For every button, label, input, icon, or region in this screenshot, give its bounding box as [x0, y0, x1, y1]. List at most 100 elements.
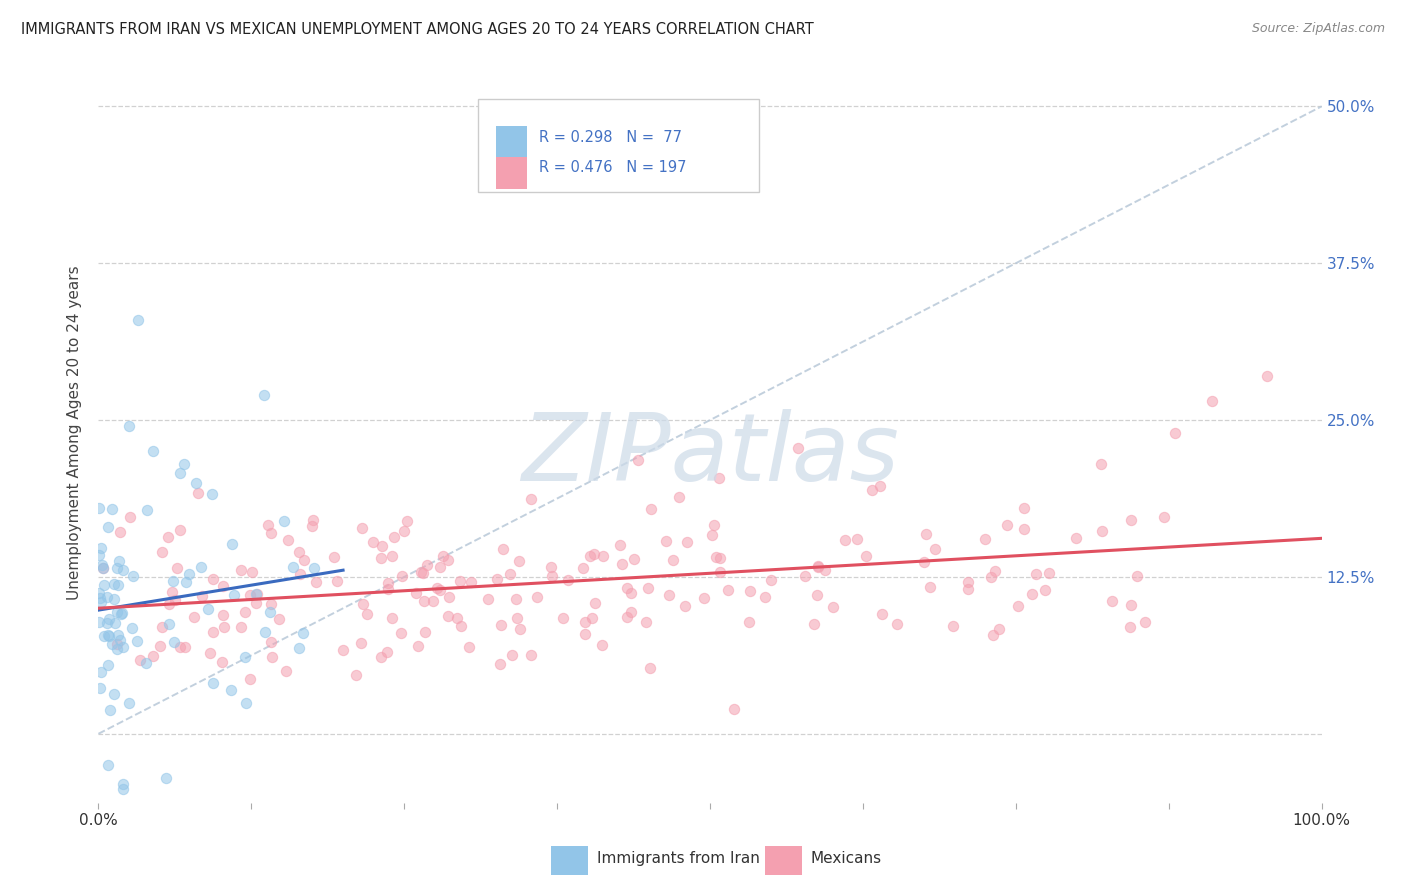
Point: [90, 594, 112, 608]
Point: [610, 558, 633, 572]
Point: [90, 541, 112, 555]
Point: [91, 561, 114, 575]
Point: [107, 637, 129, 651]
Point: [920, 580, 942, 594]
Point: [162, 584, 184, 599]
Point: [413, 625, 436, 640]
Point: [273, 514, 295, 528]
Point: [855, 549, 877, 563]
Point: [103, 687, 125, 701]
Point: [1118, 620, 1140, 634]
Point: [509, 622, 531, 636]
Point: [846, 532, 869, 546]
Point: [214, 620, 236, 634]
FancyBboxPatch shape: [478, 99, 759, 192]
Point: [709, 566, 731, 580]
Point: [125, 633, 148, 648]
Point: [89, 681, 111, 696]
Point: [942, 619, 965, 633]
Point: [623, 552, 645, 566]
Point: [693, 591, 716, 606]
Point: [429, 583, 451, 598]
Point: [457, 640, 479, 654]
Point: [870, 607, 893, 622]
Point: [111, 782, 134, 797]
Point: [1125, 568, 1147, 582]
Point: [957, 582, 980, 596]
Point: [803, 616, 825, 631]
Point: [87, 615, 110, 629]
Point: [350, 521, 373, 535]
Point: [91, 558, 114, 573]
Point: [212, 607, 235, 622]
Point: [489, 657, 512, 672]
Point: [491, 542, 513, 557]
Point: [501, 648, 523, 663]
Point: [620, 605, 643, 619]
Point: [260, 526, 283, 541]
Point: [707, 471, 730, 485]
Point: [759, 573, 782, 587]
Point: [107, 628, 129, 642]
Point: [98, 703, 121, 717]
Point: [87, 585, 110, 599]
Point: [186, 475, 208, 490]
Point: [520, 491, 543, 506]
Point: [142, 444, 165, 458]
Point: [235, 605, 257, 619]
Point: [301, 519, 323, 533]
Point: [662, 552, 685, 566]
Point: [323, 550, 346, 565]
Point: [117, 696, 139, 710]
Text: R = 0.476   N = 197: R = 0.476 N = 197: [538, 161, 686, 176]
Point: [288, 641, 311, 656]
Point: [288, 567, 311, 582]
Point: [1201, 394, 1223, 409]
Point: [382, 530, 405, 544]
Point: [415, 558, 437, 573]
Point: [142, 648, 165, 663]
Point: [1033, 582, 1056, 597]
Point: [156, 530, 179, 544]
FancyBboxPatch shape: [765, 847, 801, 875]
Point: [389, 626, 412, 640]
Point: [375, 645, 398, 659]
Point: [914, 526, 936, 541]
Point: [173, 640, 195, 655]
Point: [197, 602, 219, 616]
Point: [350, 636, 373, 650]
Point: [246, 587, 269, 601]
Point: [325, 574, 347, 589]
Point: [1164, 425, 1187, 440]
Point: [429, 560, 451, 574]
Text: Immigrants from Iran: Immigrants from Iran: [598, 851, 761, 866]
Point: [405, 586, 427, 600]
Point: [96, 616, 118, 631]
Point: [592, 549, 614, 563]
Point: [912, 555, 935, 569]
Point: [703, 517, 725, 532]
Point: [704, 550, 727, 565]
Point: [381, 611, 404, 625]
Point: [276, 664, 298, 678]
Point: [96, 590, 118, 604]
Point: [1038, 566, 1060, 580]
Point: [636, 615, 658, 630]
Point: [104, 616, 127, 631]
Point: [103, 577, 125, 591]
Point: [413, 594, 436, 608]
Point: [581, 611, 603, 625]
Point: [111, 606, 134, 620]
Point: [869, 479, 891, 493]
Point: [118, 419, 141, 434]
Point: [235, 696, 257, 710]
Point: [460, 574, 482, 589]
Point: [135, 656, 157, 670]
Point: [219, 682, 242, 697]
Point: [981, 628, 1004, 642]
Point: [162, 634, 184, 648]
Point: [1064, 531, 1087, 545]
Point: [212, 578, 235, 592]
Point: [169, 523, 191, 537]
Point: [377, 576, 399, 591]
